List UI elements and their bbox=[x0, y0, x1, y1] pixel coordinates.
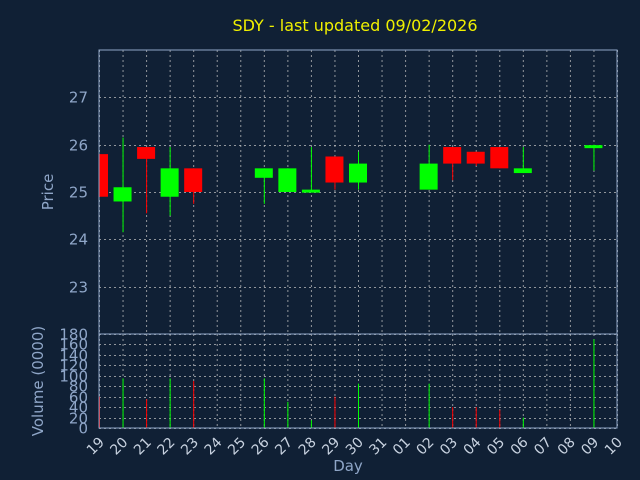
x-tick-label: 27 bbox=[272, 435, 296, 459]
x-axis-label: Day bbox=[333, 457, 363, 475]
candle-body bbox=[466, 151, 485, 164]
candle-body bbox=[443, 147, 462, 164]
candle-body bbox=[160, 168, 179, 197]
candle-body bbox=[301, 189, 320, 193]
candle-body bbox=[113, 187, 132, 202]
x-tick-label: 21 bbox=[131, 435, 155, 459]
volume-tick-label: 20 bbox=[69, 410, 88, 428]
x-tick-label: 08 bbox=[555, 435, 579, 459]
volume-plot-frame bbox=[98, 333, 618, 429]
x-tick-label: 26 bbox=[249, 434, 273, 458]
candle-body bbox=[254, 168, 273, 178]
volume-axis-label: Volume (0000) bbox=[29, 326, 47, 436]
candle-body bbox=[137, 147, 156, 159]
x-tick-label: 03 bbox=[437, 435, 461, 459]
volume-tick-label: 100 bbox=[59, 368, 88, 386]
price-tick-label: 24 bbox=[69, 231, 88, 249]
x-tick-label: 19 bbox=[84, 435, 108, 459]
x-tick-label: 29 bbox=[319, 435, 343, 459]
x-tick-label: 31 bbox=[366, 435, 390, 459]
price-tick-label: 23 bbox=[69, 279, 88, 297]
candle-body bbox=[278, 168, 297, 192]
x-tick-label: 01 bbox=[390, 435, 414, 459]
volume-bars-layer bbox=[99, 339, 595, 428]
candle-body bbox=[99, 154, 108, 197]
x-tick-label: 30 bbox=[343, 435, 367, 459]
candles-layer bbox=[99, 137, 603, 233]
candle-body bbox=[513, 168, 532, 174]
chart-title: SDY - last updated 09/02/2026 bbox=[232, 16, 477, 35]
x-tick-label: 23 bbox=[178, 435, 202, 459]
x-tick-label: 05 bbox=[484, 435, 508, 459]
x-tick-label: 24 bbox=[202, 434, 226, 458]
x-tick-label: 10 bbox=[602, 435, 626, 459]
volume-tick-label: 0 bbox=[78, 420, 88, 438]
x-tick-label: 09 bbox=[578, 435, 602, 459]
candle-body bbox=[184, 168, 203, 192]
volume-tick-label: 60 bbox=[69, 389, 88, 407]
candle-body bbox=[419, 163, 438, 190]
x-tick-label: 22 bbox=[155, 435, 179, 459]
candle-body bbox=[490, 147, 509, 169]
volume-tick-label: 160 bbox=[59, 336, 88, 354]
price-tick-label: 25 bbox=[69, 184, 88, 202]
price-tick-label: 26 bbox=[69, 137, 88, 155]
price-tick-label: 27 bbox=[69, 89, 88, 107]
price-axis-label: Price bbox=[39, 174, 57, 211]
price-grid bbox=[99, 50, 618, 334]
candle-body bbox=[349, 163, 367, 183]
x-tick-label: 20 bbox=[107, 435, 131, 459]
x-tick-label: 28 bbox=[296, 435, 320, 459]
x-tick-label: 06 bbox=[508, 434, 532, 458]
x-tick-label: 02 bbox=[414, 435, 438, 459]
volume-tick-label: 40 bbox=[69, 399, 88, 417]
x-tick-label: 07 bbox=[531, 435, 555, 459]
volume-tick-label: 140 bbox=[59, 347, 88, 365]
x-tick-label: 25 bbox=[225, 435, 249, 459]
volume-tick-label: 180 bbox=[59, 326, 88, 344]
volume-tick-label: 80 bbox=[69, 378, 88, 396]
candle-body bbox=[584, 145, 603, 149]
candle-body bbox=[325, 156, 344, 183]
x-tick-label: 04 bbox=[461, 434, 485, 458]
volume-tick-label: 120 bbox=[59, 357, 88, 375]
